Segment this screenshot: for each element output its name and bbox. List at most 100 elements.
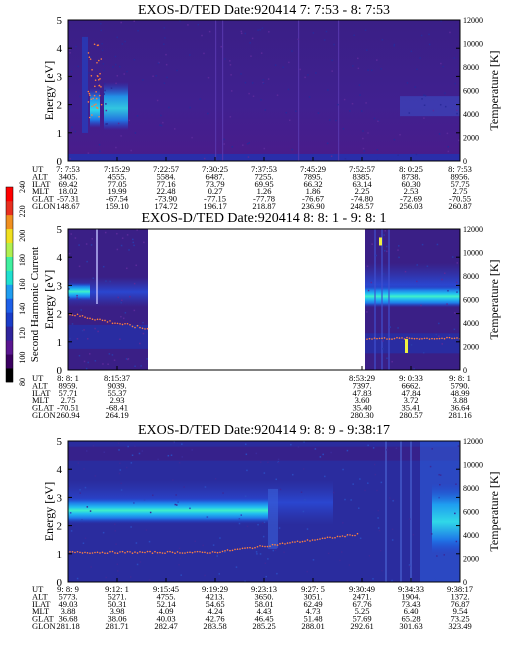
heatmap-cell (79, 492, 82, 494)
temperature-point (324, 537, 326, 539)
temperature-point (171, 551, 174, 554)
heatmap-cell (260, 52, 263, 54)
heatmap-cell (92, 445, 95, 447)
temperature-point (196, 550, 199, 553)
table-row-label: GLON (32, 621, 56, 631)
y-tick-label: 0 (57, 156, 63, 168)
table-cell: 9:27: 5 (301, 584, 325, 594)
heatmap-cell (99, 150, 101, 153)
table-cell: 4.73 (306, 606, 321, 616)
y-tick-label: 3 (57, 71, 63, 83)
temperature-point (398, 337, 401, 339)
temperature-point (284, 543, 286, 545)
heatmap-cell (408, 112, 411, 114)
temperature-point (314, 539, 316, 541)
y-axis-label: Energy [eV] (42, 270, 56, 329)
heatmap-cell (120, 135, 122, 137)
table-row-label: MLT (32, 186, 50, 196)
temperature-point (199, 550, 201, 553)
plot-frame (67, 228, 461, 371)
temperature-point (146, 550, 149, 553)
heatmap-cell (391, 360, 393, 363)
temperature-point (114, 322, 116, 324)
panel-title: EXOS-D/TED Date:920414 7: 7:53 - 8: 7:53 (138, 3, 390, 18)
temperature-point (116, 322, 119, 325)
heatmap-cell (377, 119, 380, 122)
heatmap-cell (423, 94, 425, 96)
table-cell: 19.99 (107, 186, 126, 196)
heatmap-cell (173, 441, 176, 443)
heatmap-cell (430, 533, 433, 535)
heatmap-cell (102, 363, 104, 365)
temperature-point (436, 337, 438, 340)
heatmap-cell (68, 296, 70, 299)
temperature-point (269, 545, 271, 547)
table-cell: 281.16 (448, 410, 471, 420)
heatmap-cell (76, 338, 79, 340)
temperature-point (94, 85, 96, 88)
heatmap-cell (405, 338, 408, 353)
heatmap-cell (368, 555, 371, 557)
heatmap-cell (68, 88, 70, 91)
table-cell: 283.58 (203, 621, 226, 631)
temperature-point (274, 543, 276, 546)
heatmap-cell (292, 473, 294, 476)
temperature-point (211, 551, 214, 553)
temperature-point (95, 97, 98, 100)
heatmap-cell (398, 245, 400, 247)
temperature-point (321, 537, 324, 540)
heatmap-cell (238, 518, 241, 520)
table-cell: 8:53:29 (349, 373, 375, 383)
heatmap-cell (130, 462, 133, 464)
heatmap-cell (372, 578, 374, 580)
y2-tick-label: 8000 (463, 272, 479, 281)
temperature-point (126, 322, 129, 325)
temperature-point (271, 543, 274, 546)
heatmap-cell (76, 577, 79, 580)
table-cell: 8956. (450, 171, 469, 181)
heatmap-cell (127, 445, 129, 448)
heatmap-cell (455, 281, 458, 284)
heatmap-cell (162, 121, 164, 124)
heatmap-cell (372, 447, 375, 449)
heatmap-band (365, 333, 460, 354)
heatmap-cell (85, 243, 88, 245)
heatmap-cell (352, 65, 354, 67)
heatmap-cell (386, 449, 388, 451)
table-cell: 7:37:53 (251, 164, 277, 174)
heatmap-cell (252, 95, 255, 98)
heatmap-cell (165, 63, 168, 66)
table-cell: 42.76 (205, 614, 224, 624)
table-cell: 62.49 (303, 599, 322, 609)
temperature-point (201, 551, 204, 554)
temperature-point (448, 336, 451, 339)
heatmap-cell (83, 468, 85, 470)
heatmap-cell (240, 73, 242, 75)
temperature-point (184, 552, 186, 554)
temperature-point (119, 323, 121, 325)
heatmap-cell (362, 147, 365, 150)
heatmap-cell (136, 229, 138, 231)
table-cell: 4.43 (257, 606, 272, 616)
heatmap-cell (84, 537, 87, 539)
colorbar-segment (6, 270, 13, 285)
table-cell: 9:34:33 (398, 584, 424, 594)
temperature-point (144, 328, 146, 330)
table-cell: 57.69 (352, 614, 371, 624)
temperature-point (403, 338, 406, 340)
heatmap-cell (342, 468, 344, 471)
heatmap-cell (428, 43, 431, 46)
temperature-point (336, 535, 339, 538)
heatmap-cell (204, 486, 207, 488)
heatmap-cell (229, 60, 231, 62)
table-cell: 49.03 (58, 599, 77, 609)
heatmap-cell (429, 465, 432, 468)
heatmap-cell (455, 442, 457, 444)
heatmap-cell (330, 451, 332, 454)
table-cell: 264.19 (105, 410, 128, 420)
table-cell: 4555. (107, 171, 126, 181)
table-cell: 9:19:29 (202, 584, 228, 594)
heatmap-cell (443, 554, 446, 556)
colorbar-segment (6, 200, 13, 216)
